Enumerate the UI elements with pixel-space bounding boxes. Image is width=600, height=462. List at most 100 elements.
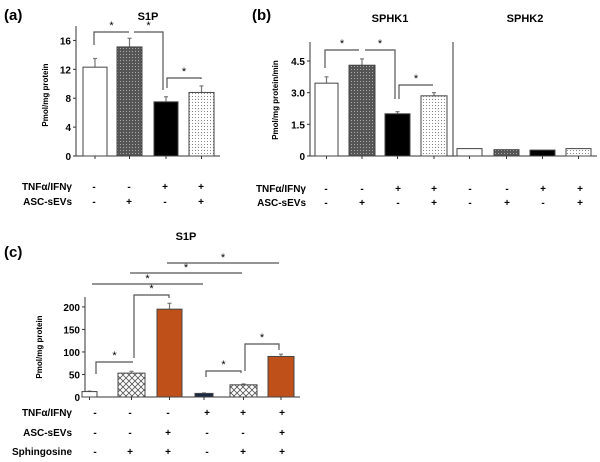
panel-a-bar xyxy=(153,101,179,157)
panel-c-bar xyxy=(156,308,183,398)
panel-a-significance-star: * xyxy=(146,20,151,32)
panel-b-condition-sign: + xyxy=(540,184,546,195)
panel-c-condition-sign: + xyxy=(127,447,133,458)
panel-b-condition-sign: + xyxy=(431,184,437,195)
panel-c-significance-star: * xyxy=(112,350,117,362)
panel-b-significance-star: * xyxy=(340,38,345,50)
panel-b-bar xyxy=(384,113,411,157)
panel-a-y-axis-label: Pmol/mg protein xyxy=(41,63,50,126)
panel-a-y-tick-label: 12 xyxy=(60,65,72,76)
panel-c-bar xyxy=(267,355,295,398)
panel-c-significance-bracket xyxy=(133,294,170,358)
panel-b-significance-bracket xyxy=(365,49,396,99)
panel-a-bar xyxy=(188,91,215,157)
panel-b-condition-label: ASC-sEVs xyxy=(257,198,306,209)
panel-a-bar xyxy=(116,46,143,157)
panel-c-significance-bracket xyxy=(95,361,133,374)
panel-c-condition-sign: + xyxy=(279,447,285,458)
panel-b-condition-sign: - xyxy=(324,184,327,195)
panel-b-significance-bracket xyxy=(324,49,359,68)
panel-c-condition-label: TNFα/IFNγ xyxy=(22,408,72,419)
panel-c-condition-label: Sphingosine xyxy=(12,447,72,458)
panel-b-y-tick-label: 3.0 xyxy=(291,89,305,100)
panel-c-condition-sign: - xyxy=(205,447,208,458)
panel-b-significance-bracket xyxy=(398,84,433,99)
panel-a-significance-bracket xyxy=(166,77,202,88)
panel-c-condition-sign: - xyxy=(166,408,169,419)
panel-b-condition-sign: + xyxy=(577,184,583,195)
panel-b-condition-sign: - xyxy=(468,198,471,209)
panel-a-condition-sign: - xyxy=(92,182,95,193)
panel-label-b: (b) xyxy=(252,7,271,24)
panel-b-condition-sign: - xyxy=(360,184,363,195)
panel-b-condition-sign: + xyxy=(395,184,401,195)
panel-b-bar xyxy=(493,149,520,157)
panel-label-a: (a) xyxy=(4,7,22,24)
panel-a-y-tick-label: 4 xyxy=(65,123,71,134)
panel-c-y-tick-label: 0 xyxy=(74,393,80,404)
panel-c-y-tick-label: 150 xyxy=(63,325,80,336)
panel-c-y-tick-label: 50 xyxy=(69,370,81,381)
panel-c-condition-sign: + xyxy=(240,408,246,419)
panel-c-y-tick-label: 100 xyxy=(63,348,80,359)
panel-c-y-axis-label: Pmol/mg protein xyxy=(35,315,44,378)
panel-c-condition-sign: - xyxy=(93,408,96,419)
panel-c-significance-star: * xyxy=(221,252,226,264)
panel-c-condition-sign: + xyxy=(279,428,285,439)
panel-b-condition-sign: - xyxy=(396,198,399,209)
panel-b-bar xyxy=(314,82,339,157)
panel-a-title: S1P xyxy=(138,11,159,23)
panel-c-condition-label: ASC-sEVs xyxy=(23,428,72,439)
panel-a-condition-sign: + xyxy=(198,197,204,208)
panel-a-significance-bracket xyxy=(134,31,164,90)
panel-c-condition-sign: + xyxy=(165,428,171,439)
panel-a-y-tick-label: 8 xyxy=(65,94,71,105)
panel-b-condition-sign: + xyxy=(431,198,437,209)
panel-c-significance-bracket xyxy=(244,343,280,371)
panel-b-significance-star: * xyxy=(414,73,419,85)
panel-c-condition-sign: - xyxy=(128,408,131,419)
panel-c-condition-sign: - xyxy=(128,428,131,439)
panel-a-condition-sign: - xyxy=(127,182,130,193)
panel-b-condition-sign: - xyxy=(324,198,327,209)
panel-a-significance-star: * xyxy=(182,66,187,78)
panel-b-condition-sign: - xyxy=(541,198,544,209)
panel-c-condition-sign: + xyxy=(279,408,285,419)
panel-c-bar xyxy=(229,384,258,398)
panel-c-significance-star: * xyxy=(221,359,226,371)
panel-b-bar xyxy=(348,64,376,157)
panel-c-condition-sign: - xyxy=(241,428,244,439)
panel-a-condition-sign: + xyxy=(198,182,204,193)
panel-c-significance-star: * xyxy=(184,262,189,274)
panel-b-bar xyxy=(456,148,483,157)
panel-c-y-tick-label: 200 xyxy=(63,303,80,314)
panel-b-condition-label: TNFα/IFNγ xyxy=(256,184,306,195)
panel-b-condition-sign: - xyxy=(468,184,471,195)
panel-c-significance-star: * xyxy=(149,283,154,295)
panel-b-bar xyxy=(529,149,556,157)
panel-c-condition-sign: + xyxy=(165,447,171,458)
panel-b-group-sphk1: SPHK1 xyxy=(372,13,409,25)
panel-c-bar xyxy=(117,372,146,398)
panel-label-c: (c) xyxy=(4,244,22,261)
panel-c-significance-bracket xyxy=(205,370,242,377)
panel-b-condition-sign: + xyxy=(504,198,510,209)
panel-c-condition-sign: - xyxy=(205,428,208,439)
panel-c-condition-sign: + xyxy=(240,447,246,458)
panel-b-y-tick-label: 1.5 xyxy=(291,120,305,131)
panel-b-y-axis-label: Pmol/mg protein/min xyxy=(271,60,280,140)
panel-c-condition-sign: - xyxy=(93,447,96,458)
panel-c-bar xyxy=(81,391,98,398)
panel-b-condition-sign: - xyxy=(505,184,508,195)
panel-c-bar xyxy=(194,392,214,398)
panel-a-significance-bracket xyxy=(93,31,129,45)
panel-c-title: S1P xyxy=(176,231,197,243)
panel-c-significance-star: * xyxy=(145,273,150,285)
panel-a-condition-label: TNFα/IFNγ xyxy=(22,182,72,193)
panel-b-condition-sign: + xyxy=(577,198,583,209)
panel-b-bar xyxy=(565,148,592,157)
panel-b-y-tick-label: 0 xyxy=(299,152,305,163)
panel-a-significance-star: * xyxy=(109,20,114,32)
